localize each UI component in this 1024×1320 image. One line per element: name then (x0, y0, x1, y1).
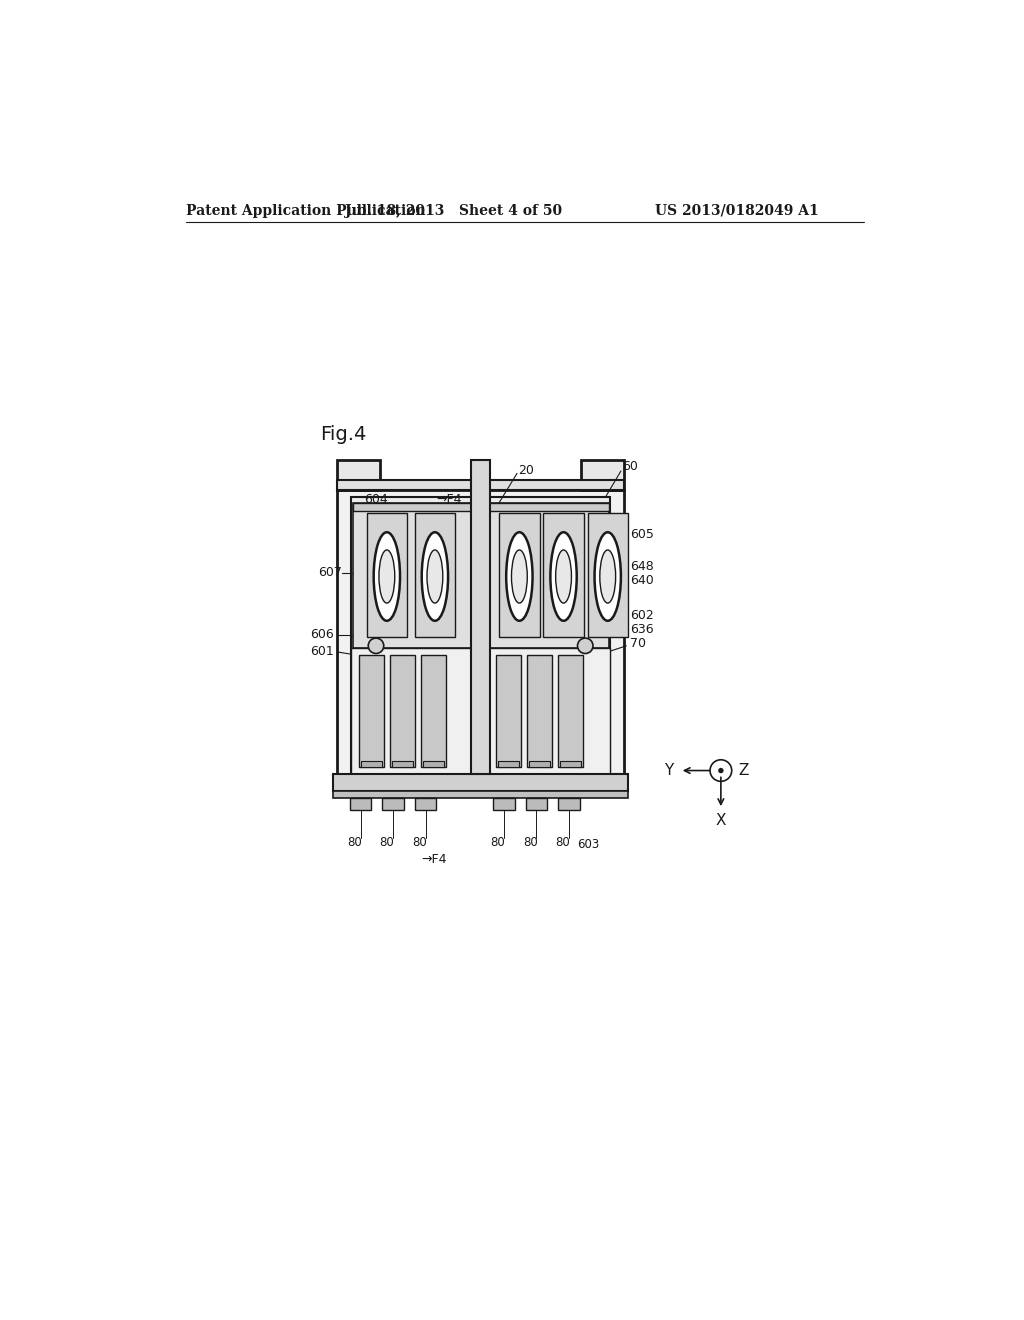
Text: Fig.4: Fig.4 (321, 425, 367, 444)
Bar (544, 512, 584, 636)
Circle shape (710, 760, 732, 781)
Bar (415, 512, 455, 636)
Text: 602: 602 (630, 610, 654, 622)
Text: 80: 80 (555, 836, 570, 849)
Bar (352, 503, 608, 648)
Bar (500, 512, 540, 636)
Bar (382, 797, 403, 809)
Bar (337, 480, 624, 490)
Text: 606: 606 (310, 628, 334, 640)
Text: 60: 60 (623, 459, 638, 473)
Text: X: X (716, 813, 726, 828)
Bar (582, 461, 624, 490)
Bar (423, 760, 444, 767)
Text: 648: 648 (630, 560, 654, 573)
Bar (337, 490, 624, 775)
Text: Jul. 18, 2013   Sheet 4 of 50: Jul. 18, 2013 Sheet 4 of 50 (345, 203, 562, 218)
Bar (588, 512, 628, 636)
Bar (367, 512, 407, 636)
Bar (351, 648, 610, 775)
Text: 80: 80 (380, 836, 394, 849)
Text: 20: 20 (518, 463, 534, 477)
Bar (352, 503, 608, 511)
Bar (334, 792, 628, 797)
Bar (337, 461, 380, 490)
Text: US 2013/0182049 A1: US 2013/0182049 A1 (655, 203, 819, 218)
Text: 70: 70 (630, 638, 646, 649)
Bar (351, 498, 610, 775)
Text: 603: 603 (577, 838, 599, 851)
Ellipse shape (550, 532, 577, 620)
Bar (560, 760, 582, 767)
Circle shape (578, 638, 593, 653)
Text: Patent Application Publication: Patent Application Publication (186, 203, 426, 218)
Circle shape (369, 638, 384, 653)
Text: 80: 80 (490, 836, 505, 849)
Ellipse shape (422, 532, 449, 620)
Ellipse shape (600, 550, 615, 603)
Text: Y: Y (665, 763, 674, 777)
Bar (360, 760, 382, 767)
Text: →F4: →F4 (421, 853, 446, 866)
Text: 604: 604 (365, 492, 388, 506)
Ellipse shape (506, 532, 532, 620)
Ellipse shape (427, 550, 442, 603)
Text: 636: 636 (630, 623, 654, 636)
Ellipse shape (511, 550, 527, 603)
Bar (471, 461, 489, 775)
Text: 80: 80 (523, 836, 538, 849)
Bar (493, 797, 515, 809)
Bar (359, 655, 384, 767)
Bar (498, 760, 519, 767)
Text: 605: 605 (630, 528, 654, 541)
Text: →F4: →F4 (436, 492, 462, 506)
Bar (528, 760, 550, 767)
Bar (334, 775, 628, 791)
Bar (421, 655, 445, 767)
Ellipse shape (556, 550, 571, 603)
Bar (558, 797, 580, 809)
Text: 607: 607 (317, 566, 342, 579)
Bar (527, 655, 552, 767)
Bar (558, 655, 583, 767)
Bar (415, 797, 436, 809)
Bar (349, 797, 372, 809)
Bar (390, 655, 415, 767)
Bar (525, 797, 547, 809)
Ellipse shape (374, 532, 400, 620)
Ellipse shape (379, 550, 395, 603)
Text: 640: 640 (630, 574, 654, 587)
Text: 80: 80 (412, 836, 427, 849)
Circle shape (718, 768, 724, 774)
Text: Z: Z (738, 763, 749, 777)
Ellipse shape (595, 532, 621, 620)
Bar (496, 655, 521, 767)
Text: 601: 601 (310, 644, 334, 657)
Bar (391, 760, 414, 767)
Text: 80: 80 (347, 836, 361, 849)
